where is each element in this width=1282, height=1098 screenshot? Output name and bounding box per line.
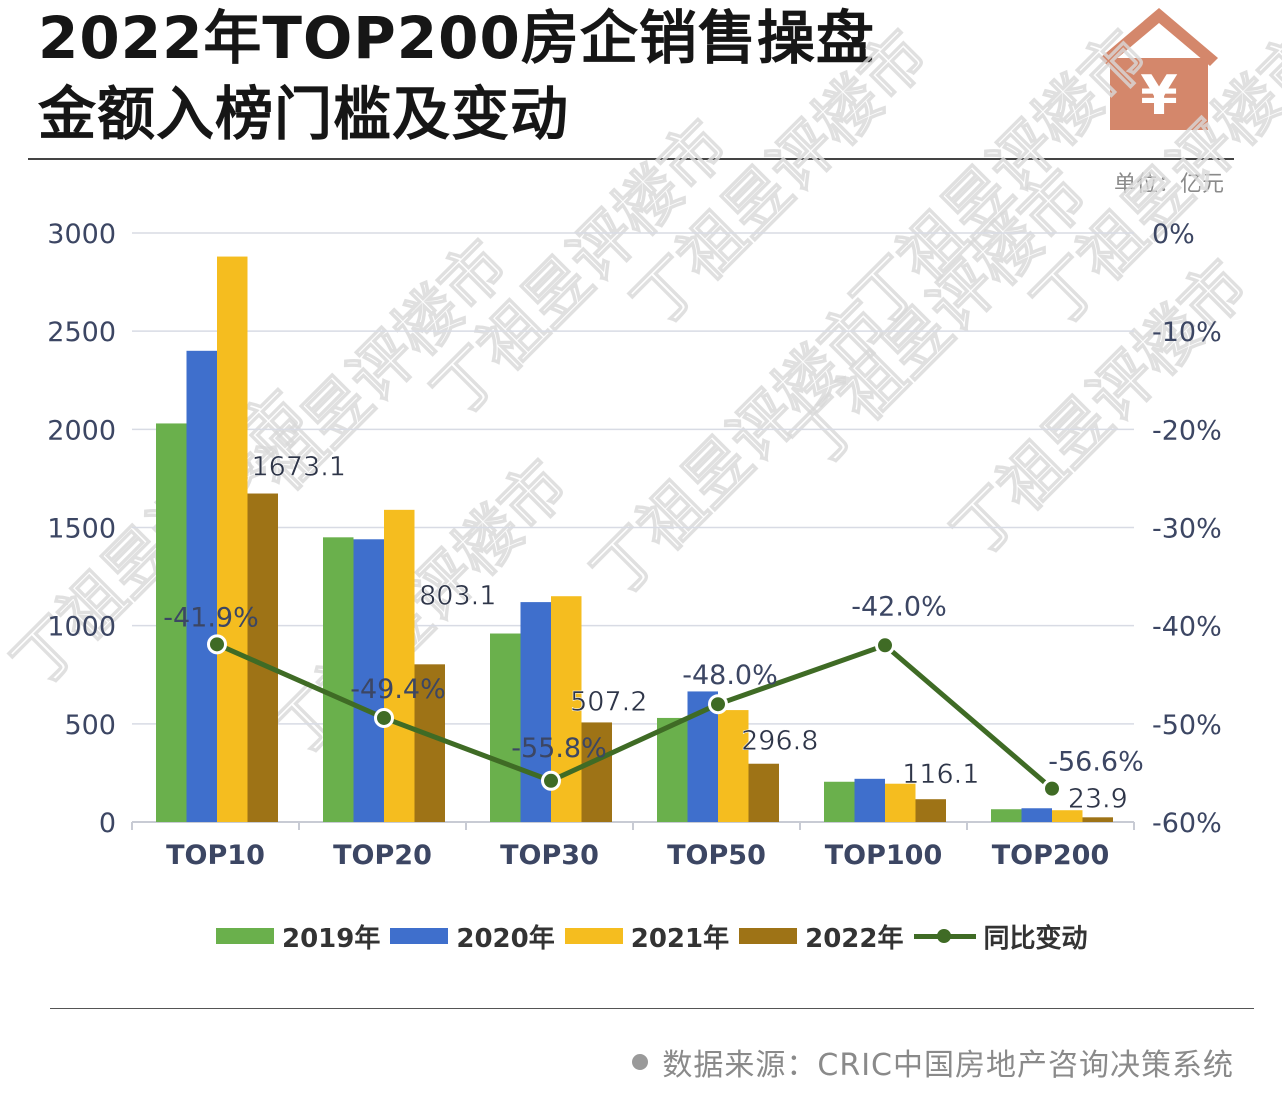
bar-2022年-TOP100 [915, 799, 946, 822]
source-text: 数据来源：CRIC中国房地产咨询决策系统 [662, 1048, 1234, 1083]
legend-swatch-2020 [390, 928, 449, 944]
value-label-2022: 116.1 [902, 759, 979, 790]
legend-label-2019: 2019年 [282, 923, 381, 954]
bar-2019年-TOP50 [657, 717, 688, 822]
change-point [374, 707, 394, 728]
legend-item-2022: 2022年 [739, 918, 904, 955]
change-label: -55.8% [511, 733, 607, 764]
legend-swatch-2021 [564, 928, 623, 944]
x-tick-label: TOP50 [667, 840, 766, 871]
bar-2021年-TOP10 [217, 256, 248, 822]
value-label-2022: 803.1 [419, 580, 496, 611]
y-right-tick-label: -50% [1152, 710, 1222, 741]
change-point [207, 634, 227, 655]
bar-2019年-TOP200 [991, 809, 1022, 822]
yen-symbol: ¥ [1140, 64, 1178, 127]
legend-label-2021: 2021年 [630, 923, 730, 954]
value-label-2022: 1673.1 [252, 452, 346, 483]
y-left-tick-label: 2000 [47, 415, 116, 446]
bar-2022年-TOP20 [414, 664, 445, 822]
value-label-2022: 23.9 [1068, 783, 1128, 814]
legend-item-2021: 2021年 [564, 918, 730, 955]
bar-2020年-TOP10 [186, 350, 217, 822]
bar-2020年-TOP200 [1021, 808, 1052, 822]
y-left-tick-label: 3000 [47, 219, 116, 250]
x-tick-label: TOP20 [333, 840, 432, 871]
bar-2019年-TOP10 [156, 423, 187, 822]
x-tick-label: TOP200 [992, 840, 1110, 871]
source-bullet-icon [632, 1054, 649, 1070]
x-tick-label: TOP100 [825, 840, 943, 871]
legend-swatch-2019 [216, 928, 274, 944]
change-label: -56.6% [1048, 747, 1144, 778]
legend-item-change: 同比变动 [913, 918, 1088, 955]
x-tick-label: TOP10 [166, 840, 265, 871]
change-label: -48.0% [682, 660, 778, 691]
change-label: -42.0% [851, 591, 947, 622]
bar-2021年-TOP100 [885, 783, 916, 822]
change-point [541, 770, 561, 791]
y-right-tick-label: -40% [1152, 612, 1222, 643]
bar-2022年-TOP200 [1082, 817, 1113, 822]
legend-line-marker [913, 928, 976, 944]
change-point [708, 694, 728, 715]
legend-item-2020: 2020年 [390, 918, 555, 955]
change-line [215, 642, 1054, 791]
value-label-2022: 296.8 [741, 726, 818, 757]
legend-label-2022: 2022年 [805, 923, 904, 954]
change-point [1042, 778, 1062, 799]
y-right-tick-label: -20% [1152, 415, 1222, 446]
change-label: -49.4% [350, 674, 446, 705]
x-tick-label: TOP30 [500, 840, 599, 871]
y-left-tick-label: 0 [99, 808, 116, 839]
title-divider [28, 158, 1234, 160]
y-left-tick-label: 1000 [47, 612, 116, 643]
bar-2020年-TOP100 [854, 778, 885, 822]
chart-title: 2022年TOP200房企销售操盘 金额入榜门槛及变动 [38, 0, 875, 152]
house-yen-icon: ¥ [1100, 8, 1218, 130]
change-label: -41.9% [163, 602, 259, 633]
title-line-1: 2022年TOP200房企销售操盘 [38, 4, 875, 72]
bar-2022年-TOP30 [581, 722, 612, 822]
bar-2019年-TOP20 [323, 537, 354, 822]
y-right-tick-label: -10% [1152, 317, 1222, 348]
value-label-2022: 507.2 [570, 686, 647, 717]
bar-2019年-TOP30 [490, 633, 521, 822]
bar-2020年-TOP20 [353, 539, 384, 822]
legend-item-2019: 2019年 [216, 918, 380, 955]
title-line-2: 金额入榜门槛及变动 [38, 80, 570, 148]
bar-2021年-TOP20 [384, 509, 415, 822]
y-right-tick-label: -60% [1152, 808, 1222, 839]
y-left-tick-label: 1500 [47, 514, 116, 545]
bar-2022年-TOP50 [748, 763, 779, 822]
legend-label-2020: 2020年 [456, 923, 555, 954]
bar-2021年-TOP50 [718, 710, 749, 822]
change-point [875, 635, 895, 656]
bar-2019年-TOP100 [824, 781, 855, 822]
chart-legend: 2019年 2020年 2021年 2022年 同比变动 [216, 916, 1098, 956]
y-right-tick-label: -30% [1152, 514, 1222, 545]
data-source: 数据来源：CRIC中国房地产咨询决策系统 [632, 1040, 1234, 1084]
y-left-tick-label: 500 [64, 710, 116, 741]
bar-2021年-TOP200 [1052, 810, 1083, 822]
legend-swatch-2022 [739, 928, 798, 944]
legend-label-change: 同比变动 [983, 923, 1088, 954]
y-right-tick-label: 0% [1152, 219, 1195, 250]
unit-label: 单位：亿元 [1113, 172, 1224, 197]
y-left-tick-label: 2500 [47, 317, 116, 348]
footer-divider [50, 1008, 1254, 1009]
